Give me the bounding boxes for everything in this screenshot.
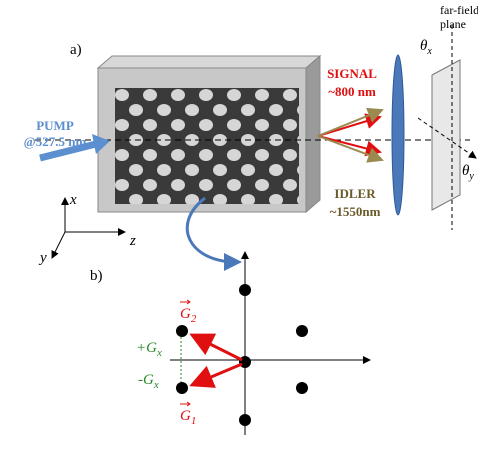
vector-accent	[180, 402, 190, 406]
lattice-point	[239, 284, 251, 296]
pump-line: PUMP	[36, 118, 74, 133]
symbol: +G	[136, 340, 157, 356]
x-label: x	[69, 192, 77, 208]
crystal-image	[115, 88, 299, 204]
lattice-point	[296, 325, 308, 337]
subscript: y	[468, 171, 474, 182]
panel-b-label: b)	[90, 268, 103, 284]
g1-label: G1	[180, 408, 196, 427]
subscript: x	[426, 46, 432, 57]
idler-beam	[318, 110, 382, 136]
subscript: 1	[191, 415, 197, 427]
pump-line: @527.5 nm	[24, 134, 87, 149]
signal-line: ~800 nm	[328, 84, 376, 99]
lattice-point	[239, 414, 251, 426]
symbol: -G	[138, 372, 154, 388]
subscript: x	[156, 347, 162, 359]
lattice-points	[176, 284, 308, 426]
symbol: G	[180, 306, 191, 322]
pump-label: PUMP@527.5 nm	[24, 118, 87, 149]
crystal-side	[306, 56, 320, 212]
vector-accent	[180, 300, 190, 304]
far-field-line: far-field	[440, 3, 478, 17]
lattice-point	[176, 325, 188, 337]
signal-label: SIGNAL ~800 nm	[327, 66, 377, 99]
signal-beam	[318, 136, 380, 152]
subscript: 2	[191, 313, 197, 325]
panel-a-label: a)	[70, 42, 82, 58]
g1-vector	[192, 364, 242, 385]
lattice-point	[176, 382, 188, 394]
diagram: a) PUMP@527.5 nm SIGNAL ~800 nm IDLER ~155…	[0, 0, 478, 462]
theta-x-label: θx	[420, 38, 432, 57]
far-field-line: plane	[440, 17, 466, 31]
y-label: y	[38, 250, 47, 266]
lattice-point	[296, 382, 308, 394]
minus-gx-label: -Gx	[138, 372, 159, 391]
subscript: x	[153, 379, 159, 391]
z-label: z	[129, 233, 136, 249]
idler-line: IDLER	[334, 186, 376, 201]
g2-vector	[192, 335, 242, 360]
idler-label: IDLER ~1550nm	[330, 186, 381, 219]
far-field-plane	[432, 60, 460, 210]
crystal-top	[98, 56, 320, 68]
idler-line: ~1550nm	[330, 204, 381, 219]
symbol: G	[180, 408, 191, 424]
theta-y-label: θy	[462, 163, 474, 182]
y-axis-arrow	[52, 232, 65, 258]
g2-label: G2	[180, 306, 197, 325]
signal-line: SIGNAL	[327, 66, 377, 81]
plus-gx-label: +Gx	[136, 340, 162, 359]
lens	[392, 55, 404, 215]
